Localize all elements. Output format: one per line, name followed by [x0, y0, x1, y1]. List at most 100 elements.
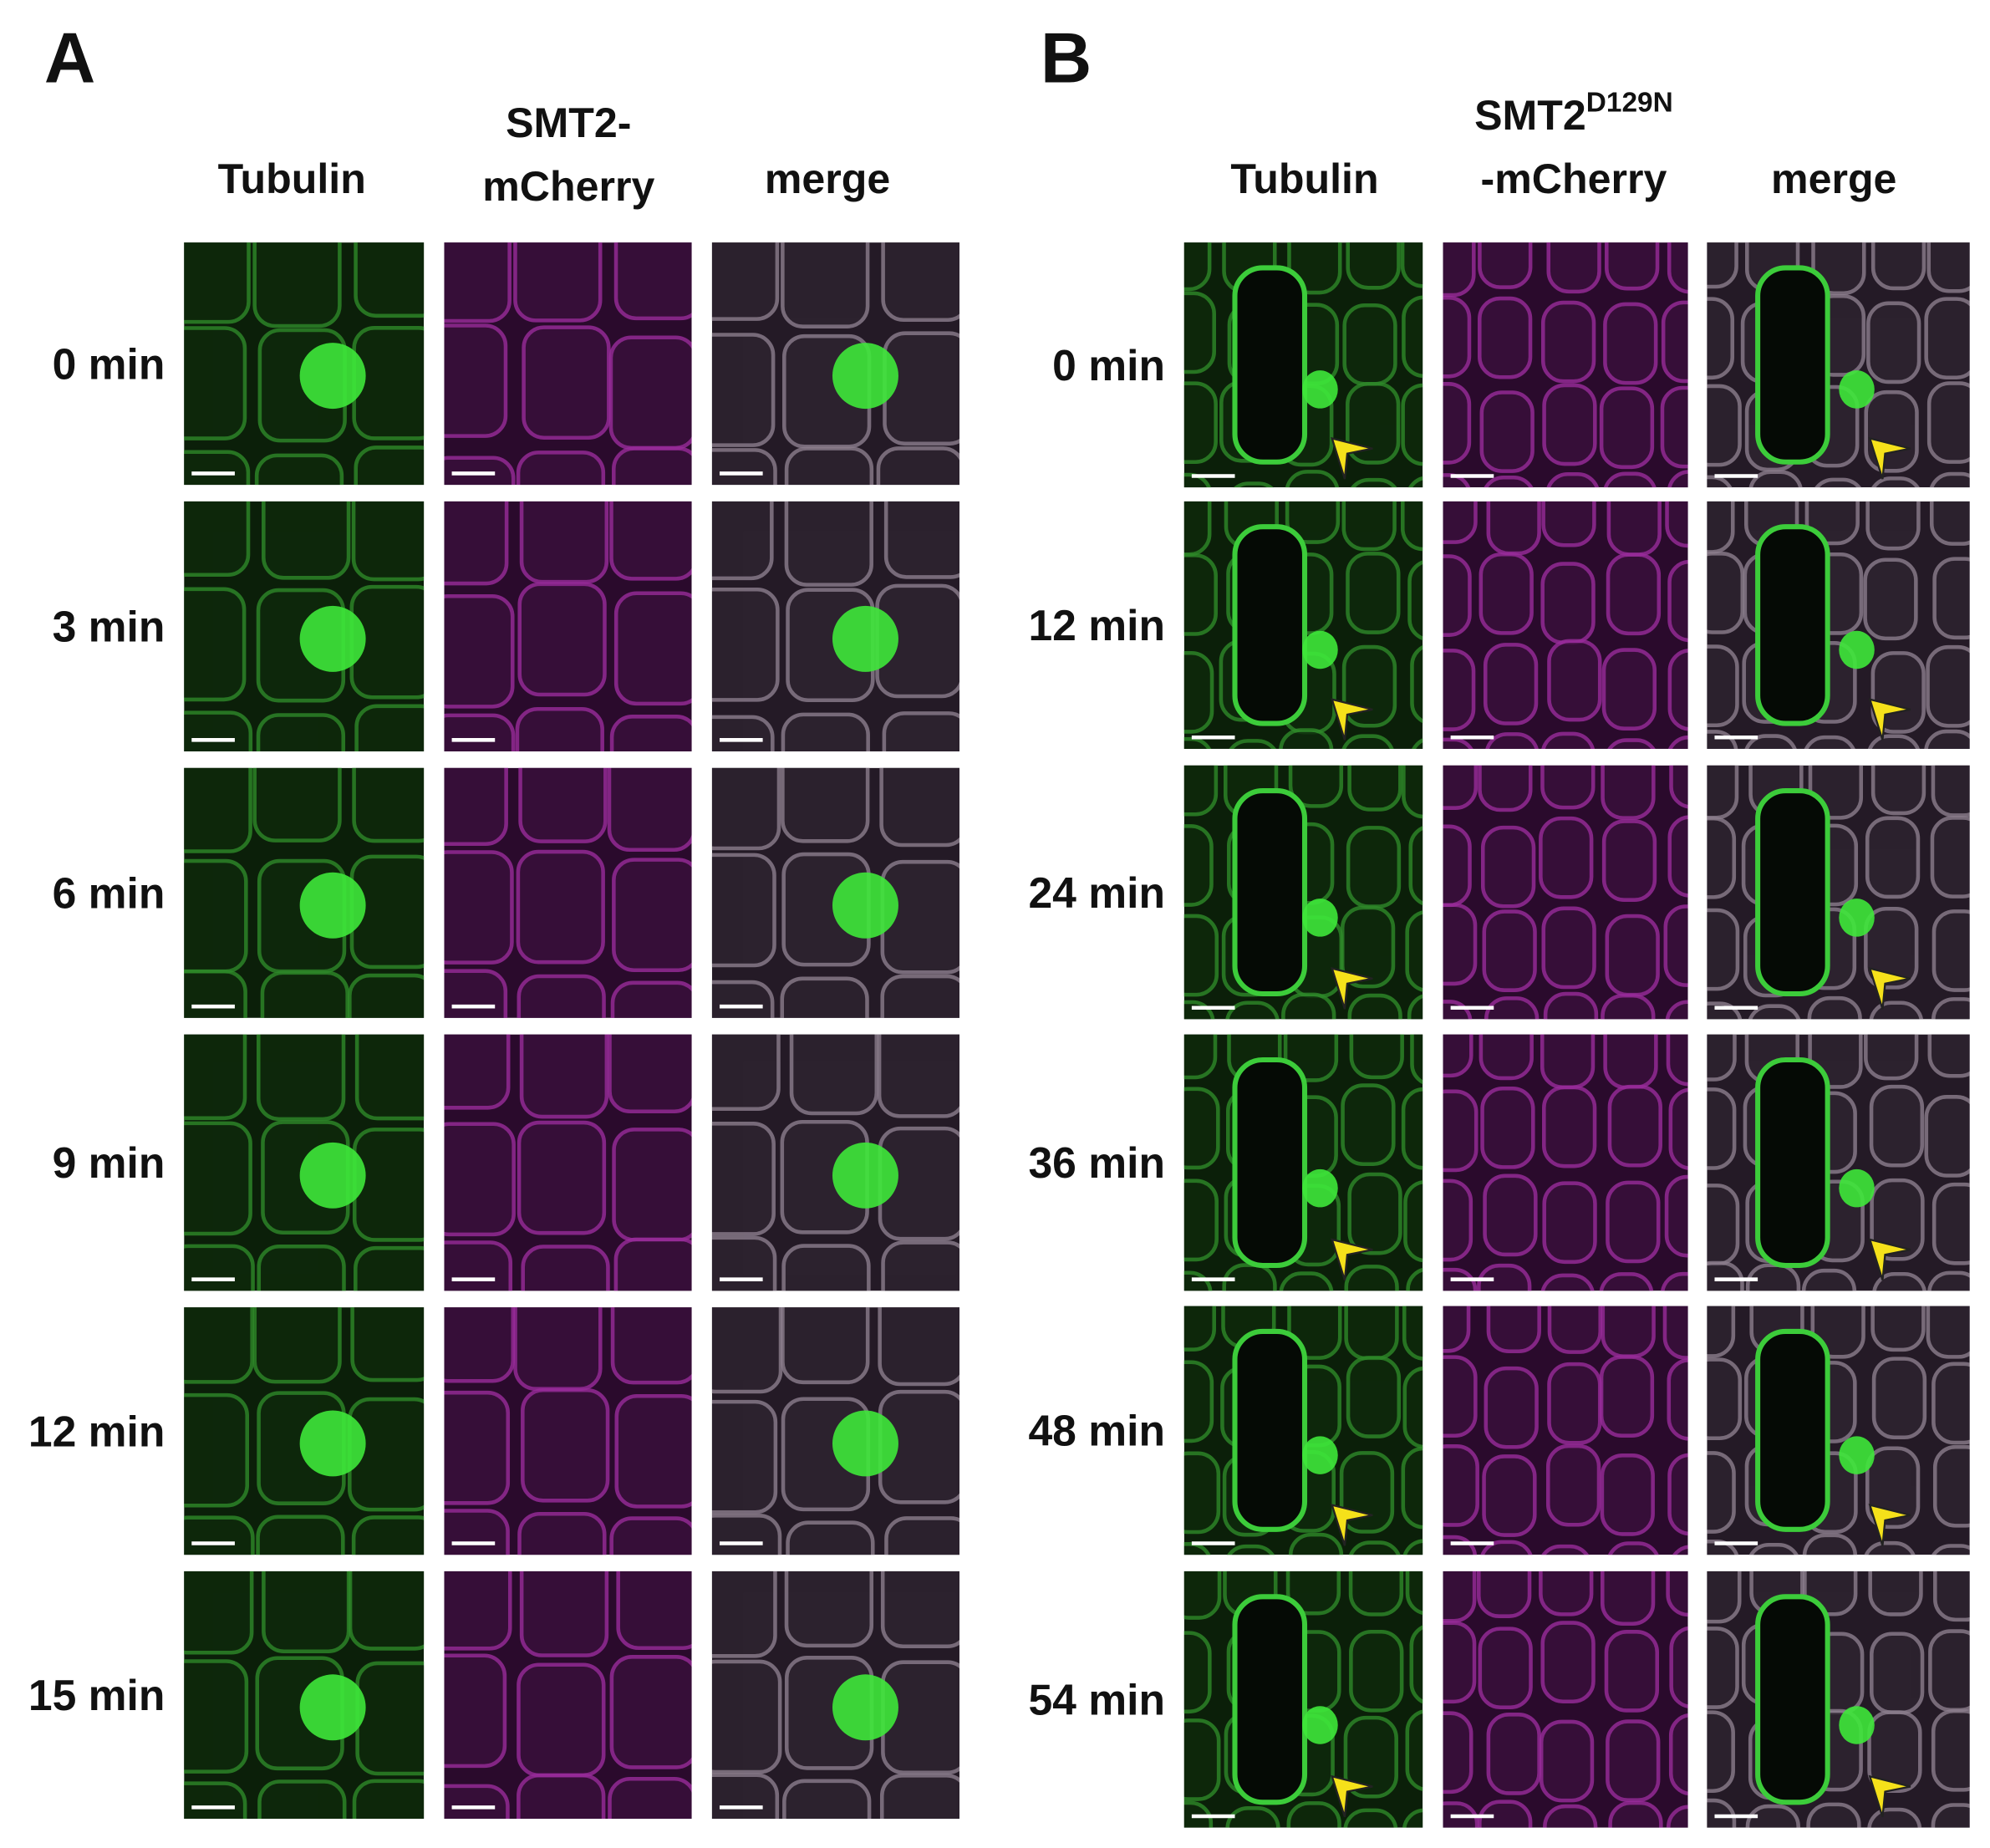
cell-outline	[184, 242, 251, 324]
cell-outline	[1603, 302, 1658, 385]
cell-outline	[1349, 1034, 1404, 1080]
cell-outline	[518, 767, 608, 843]
cell-outline	[513, 242, 603, 323]
column-header: Tubulin	[218, 155, 366, 202]
cell-outline	[355, 1661, 425, 1776]
cell-outline	[1601, 648, 1657, 731]
cell-outline	[1346, 1356, 1402, 1438]
cell-outline	[1183, 914, 1219, 997]
cell-outline	[1867, 1710, 1922, 1793]
cell-outline	[711, 1571, 777, 1658]
spindle	[832, 872, 898, 939]
cell-outline	[1348, 1540, 1401, 1555]
time-label: 6 min	[53, 869, 165, 918]
spindle	[299, 1142, 366, 1209]
cell-outline	[1541, 501, 1596, 547]
cell-outline	[515, 706, 604, 751]
micrograph	[184, 1571, 425, 1820]
cell-outline	[1929, 501, 1970, 546]
arrowhead	[1868, 436, 1911, 480]
cell-outline	[1601, 993, 1656, 1020]
cell-outline	[1409, 1625, 1423, 1704]
cell-outline	[1547, 639, 1602, 722]
cell-outline	[256, 713, 346, 751]
cell-outline	[1540, 300, 1596, 384]
cell-outline	[1279, 728, 1334, 749]
cell-outline	[1547, 1362, 1602, 1445]
micrograph	[1443, 1571, 1688, 1828]
cell-outline	[881, 242, 959, 322]
cell-outline	[1607, 1541, 1659, 1555]
cell-outline	[444, 593, 515, 709]
cell-outline	[1405, 1709, 1423, 1791]
cell-outline	[1707, 501, 1735, 554]
cell-outline	[1443, 473, 1471, 488]
cell-outline	[1443, 1306, 1471, 1353]
elongated-cell	[1755, 788, 1830, 997]
cell-outline	[257, 1244, 346, 1291]
column-header: merge	[1771, 155, 1896, 202]
cell-outline	[711, 1307, 783, 1394]
cell-outline	[351, 1515, 425, 1555]
cell-outline	[781, 1244, 871, 1291]
cell-outline	[1864, 1540, 1916, 1555]
micrograph	[1707, 1034, 1970, 1291]
cell-outline	[517, 974, 606, 1018]
spindle	[832, 343, 898, 410]
cell-outline	[784, 1571, 874, 1648]
cell-outline	[444, 242, 511, 323]
micrograph	[711, 1034, 959, 1291]
cell-outline	[880, 974, 959, 1018]
cell-outline	[610, 1307, 692, 1385]
cell-outline	[1542, 383, 1597, 466]
spindle	[1839, 630, 1875, 669]
time-label: 0 min	[1052, 341, 1165, 389]
cell-outline	[1707, 552, 1745, 634]
cell-outline	[1478, 242, 1533, 289]
cell-outline	[1183, 381, 1218, 465]
cell-outline	[1407, 476, 1423, 488]
cell-outline	[711, 1773, 780, 1820]
cell-outline	[260, 970, 349, 1018]
column-header: SMT2-	[506, 99, 631, 146]
cell-outline	[1480, 1086, 1535, 1169]
time-label: 0 min	[53, 339, 165, 388]
header-text: mCherry	[482, 163, 654, 210]
micrograph	[1183, 1571, 1423, 1828]
cell-outline	[1606, 501, 1662, 557]
cell-outline	[1183, 1451, 1221, 1535]
cell-outline	[1478, 765, 1533, 812]
cell-outline	[711, 1659, 782, 1774]
cell-outline	[711, 587, 780, 702]
cell-outline	[1600, 1453, 1655, 1536]
cell-outline	[1926, 381, 1970, 464]
cell-outline	[184, 1034, 247, 1121]
cell-outline	[1707, 1798, 1737, 1828]
cell-outline	[1604, 1630, 1660, 1713]
arrowhead	[1868, 1774, 1911, 1818]
cell-outline	[1607, 1084, 1662, 1168]
cell-outline	[1924, 729, 1970, 749]
cell-outline	[612, 858, 692, 973]
cell-outline	[1664, 1174, 1688, 1258]
cell-outline	[1540, 1273, 1595, 1291]
cell-outline	[1478, 1800, 1533, 1828]
cell-outline	[1927, 1270, 1970, 1291]
cell-outline	[1539, 1571, 1594, 1616]
cell-outline	[1707, 644, 1739, 727]
cell-outline	[352, 767, 425, 843]
cell-outline	[1406, 1267, 1423, 1291]
cell-outline	[1183, 736, 1212, 749]
cell-outline	[513, 1307, 603, 1391]
cell-outline	[1407, 560, 1423, 641]
cell-outline	[1482, 909, 1537, 992]
cell-outline	[1233, 481, 1274, 488]
cell-outline	[1410, 1034, 1423, 1085]
cell-outline	[1288, 1532, 1344, 1555]
cell-outline	[1443, 1711, 1473, 1795]
cell-outline	[1672, 1545, 1688, 1555]
cell-outline	[1400, 242, 1423, 288]
cell-outline	[517, 1773, 606, 1820]
cell-outline	[1802, 1533, 1858, 1555]
cell-outline	[1927, 1034, 1970, 1078]
